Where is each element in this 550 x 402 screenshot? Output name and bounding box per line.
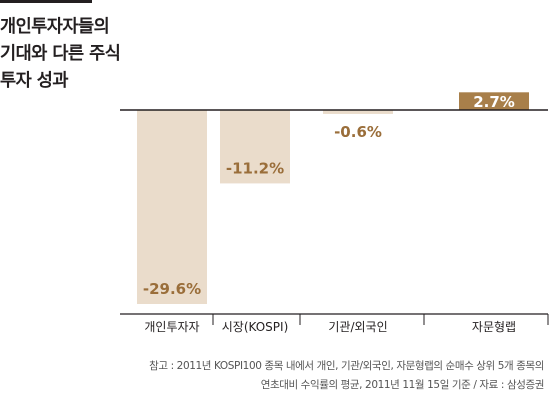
value-label-1: -29.6% <box>143 280 201 298</box>
category-label-3: 기관/외국인 <box>328 320 387 334</box>
category-label-1: 개인투자자 <box>144 320 199 334</box>
bar-3 <box>323 110 393 114</box>
title-rule <box>0 0 92 3</box>
bar-4 <box>459 92 529 110</box>
chart-title: 개인투자자들의 기대와 다른 주식 투자 성과 <box>0 14 170 95</box>
category-label-4: 자문형랩 <box>472 320 516 334</box>
chart-title-line-1: 개인투자자들의 <box>0 17 110 37</box>
footnote-line-2: 연초대비 수익률의 평균, 2011년 11월 15일 기준 / 자료 : 삼성… <box>260 379 545 391</box>
chart-title-line-2: 기대와 다른 주식 <box>0 44 121 64</box>
value-label-2: -11.2% <box>226 159 284 177</box>
bar-2 <box>220 110 290 184</box>
value-label-4: 2.7% <box>473 93 515 111</box>
category-label-2: 시장(KOSPI) <box>222 320 289 334</box>
chart-title-line-3: 투자 성과 <box>0 71 69 91</box>
bar-1 <box>137 110 207 304</box>
chart-footnote: 참고 : 2011년 KOSPI100 종목 내에서 개인, 기관/외국인, 자… <box>24 357 544 395</box>
footnote-line-1: 참고 : 2011년 KOSPI100 종목 내에서 개인, 기관/외국인, 자… <box>149 360 544 372</box>
value-label-3: -0.6% <box>334 123 382 141</box>
